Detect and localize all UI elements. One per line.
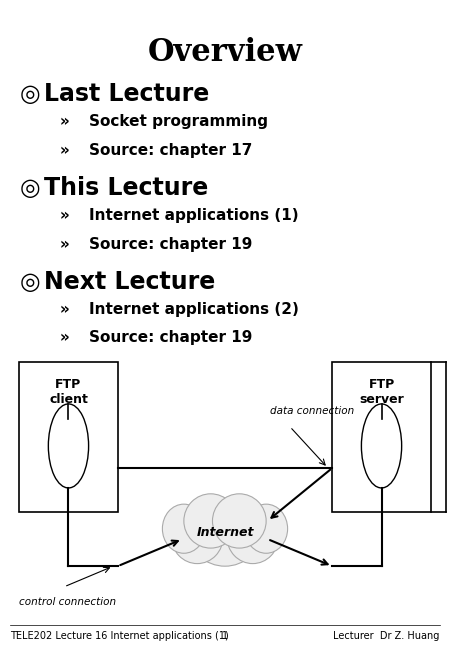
Text: 1: 1 [222, 631, 228, 641]
Ellipse shape [162, 504, 205, 553]
Text: ◎: ◎ [19, 82, 40, 106]
Text: Internet applications (2): Internet applications (2) [89, 302, 298, 317]
Text: Next Lecture: Next Lecture [44, 269, 215, 293]
Ellipse shape [48, 404, 89, 488]
Text: Socket programming: Socket programming [89, 114, 268, 130]
Ellipse shape [245, 504, 288, 553]
Text: »: » [59, 143, 69, 158]
Text: This Lecture: This Lecture [44, 176, 208, 200]
Text: control connection: control connection [19, 597, 117, 607]
Text: Source: chapter 19: Source: chapter 19 [89, 330, 252, 345]
Text: »: » [59, 208, 69, 223]
Text: ◎: ◎ [19, 176, 40, 200]
Ellipse shape [227, 509, 279, 563]
Text: »: » [59, 302, 69, 317]
Text: »: » [59, 237, 69, 252]
Text: »: » [59, 114, 69, 130]
Ellipse shape [189, 499, 261, 566]
Ellipse shape [212, 494, 266, 548]
Text: Source: chapter 19: Source: chapter 19 [89, 237, 252, 252]
FancyBboxPatch shape [19, 362, 117, 512]
Text: Source: chapter 17: Source: chapter 17 [89, 143, 252, 158]
Ellipse shape [361, 404, 402, 488]
Ellipse shape [171, 509, 223, 563]
Text: »: » [59, 330, 69, 345]
Text: Last Lecture: Last Lecture [44, 82, 209, 106]
Text: Lecturer  Dr Z. Huang: Lecturer Dr Z. Huang [333, 631, 440, 641]
Text: FTP
client: FTP client [49, 378, 88, 406]
Ellipse shape [184, 494, 238, 548]
FancyBboxPatch shape [333, 362, 431, 512]
Text: Internet: Internet [196, 526, 254, 539]
Text: Internet applications (1): Internet applications (1) [89, 208, 298, 223]
Text: TELE202 Lecture 16 Internet applications (1): TELE202 Lecture 16 Internet applications… [10, 631, 229, 641]
Text: FTP
server: FTP server [359, 378, 404, 406]
Text: data connection: data connection [270, 406, 354, 416]
Text: Overview: Overview [148, 37, 302, 68]
Text: ◎: ◎ [19, 269, 40, 293]
